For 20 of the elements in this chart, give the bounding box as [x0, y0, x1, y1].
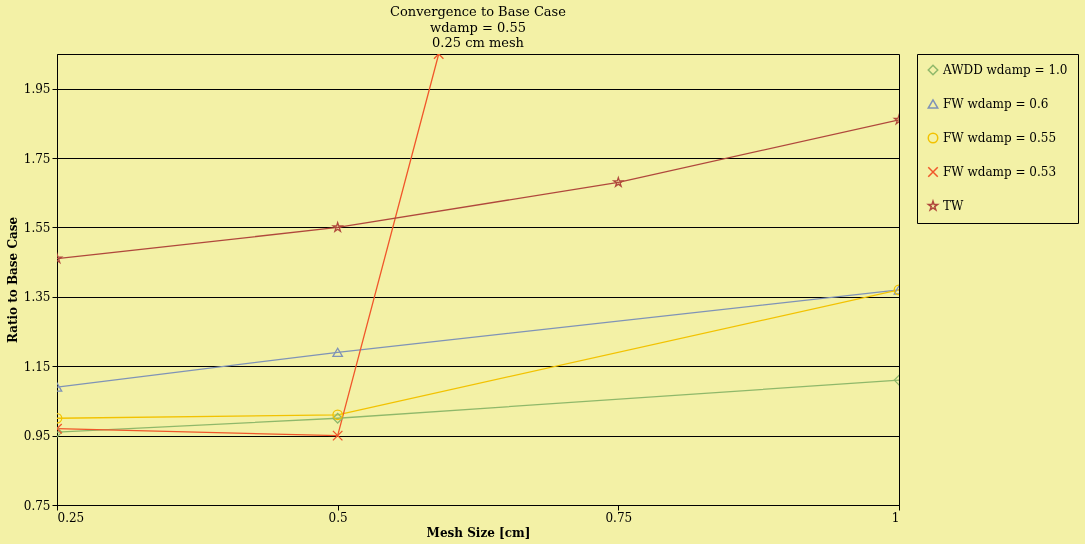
- chart-subtitle: wdamp = 0.55 0.25 cm mesh: [430, 20, 526, 50]
- y-axis-title: Ratio to Base Case: [5, 216, 20, 344]
- x-tick-label: 0.25: [57, 510, 85, 525]
- x-axis-title: Mesh Size [cm]: [426, 525, 531, 540]
- x-tick-label: 0.75: [605, 510, 633, 525]
- y-tick-label: 1.55: [23, 220, 51, 235]
- y-tick-label: 1.75: [23, 151, 51, 166]
- x-tick-label: 1: [891, 510, 900, 525]
- y-tick-label: 1.35: [23, 290, 51, 305]
- legend-label: TW: [943, 199, 964, 213]
- y-tick-label: 1.15: [23, 359, 51, 374]
- legend-label: FW wdamp = 0.6: [943, 97, 1049, 111]
- legend-label: AWDD wdamp = 1.0: [942, 63, 1068, 77]
- chart-title: Convergence to Base Case: [390, 4, 567, 19]
- y-tick-label: 1.95: [23, 82, 51, 97]
- legend-label: FW wdamp = 0.53: [943, 165, 1057, 179]
- x-tick-label: 0.5: [328, 510, 348, 525]
- legend-label: FW wdamp = 0.55: [943, 131, 1057, 145]
- y-tick-label: 0.75: [23, 498, 51, 513]
- y-tick-label: 0.95: [23, 429, 51, 444]
